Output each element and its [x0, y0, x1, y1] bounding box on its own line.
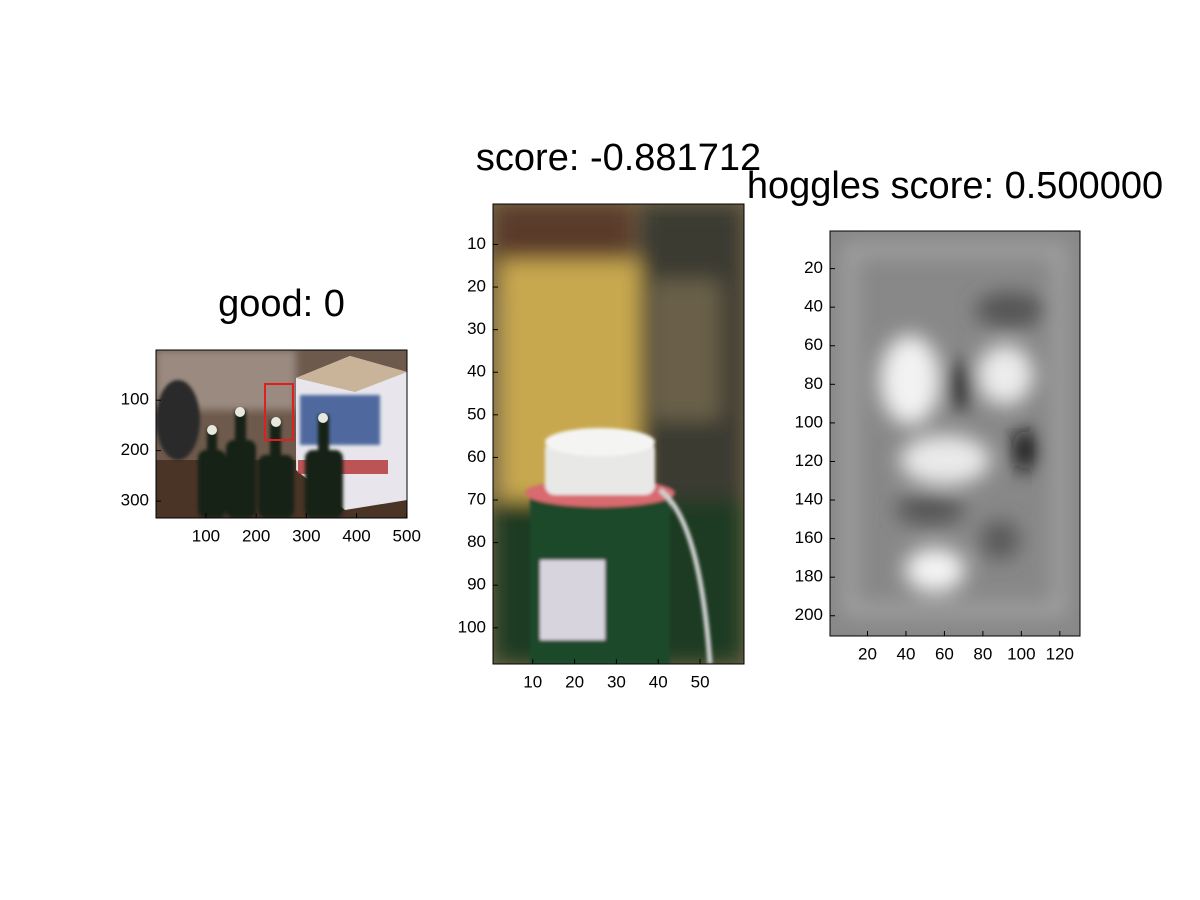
y-tick-label: 30	[467, 319, 486, 338]
axes-title: hoggles score: 0.500000	[747, 165, 1163, 207]
y-tick-label: 80	[804, 374, 823, 393]
x-tick-label: 10	[523, 672, 542, 691]
x-tick-label: 80	[973, 644, 992, 663]
y-tick-label: 10	[467, 234, 486, 253]
y-tick-label: 120	[795, 451, 823, 470]
axes-title: good: 0	[218, 283, 345, 325]
x-tick-label: 500	[393, 526, 421, 545]
y-tick-label: 200	[121, 440, 149, 459]
image-crop	[493, 204, 744, 664]
y-tick-label: 180	[795, 567, 823, 586]
y-tick-label: 300	[121, 491, 149, 510]
x-tick-label: 30	[607, 672, 626, 691]
x-tick-label: 20	[858, 644, 877, 663]
y-tick-label: 60	[467, 447, 486, 466]
y-tick-label: 40	[467, 362, 486, 381]
y-tick-label: 50	[467, 404, 486, 423]
image-scene	[156, 350, 407, 518]
axes-box	[492, 203, 745, 665]
x-tick-label: 100	[1007, 644, 1035, 663]
x-tick-label: 20	[565, 672, 584, 691]
y-tick-label: 20	[804, 258, 823, 277]
x-tick-label: 50	[691, 672, 710, 691]
y-tick-label: 200	[795, 605, 823, 624]
y-tick-label: 100	[458, 617, 486, 636]
x-tick-label: 300	[292, 526, 320, 545]
y-tick-label: 100	[795, 412, 823, 431]
y-tick-label: 60	[804, 335, 823, 354]
x-tick-label: 120	[1046, 644, 1074, 663]
y-tick-label: 140	[795, 490, 823, 509]
x-tick-label: 40	[897, 644, 916, 663]
y-tick-label: 70	[467, 490, 486, 509]
y-tick-label: 80	[467, 532, 486, 551]
image-hoggles	[830, 231, 1080, 636]
y-tick-label: 90	[467, 575, 486, 594]
y-tick-label: 100	[121, 390, 149, 409]
x-tick-label: 40	[649, 672, 668, 691]
x-tick-label: 60	[935, 644, 954, 663]
y-tick-label: 20	[467, 277, 486, 296]
y-tick-label: 40	[804, 297, 823, 316]
x-tick-label: 200	[242, 526, 270, 545]
axes-title: score: -0.881712	[476, 137, 761, 179]
x-tick-label: 400	[342, 526, 370, 545]
x-tick-label: 100	[192, 526, 220, 545]
axes-box	[155, 349, 408, 519]
y-tick-label: 160	[795, 528, 823, 547]
axes-box	[829, 230, 1081, 637]
